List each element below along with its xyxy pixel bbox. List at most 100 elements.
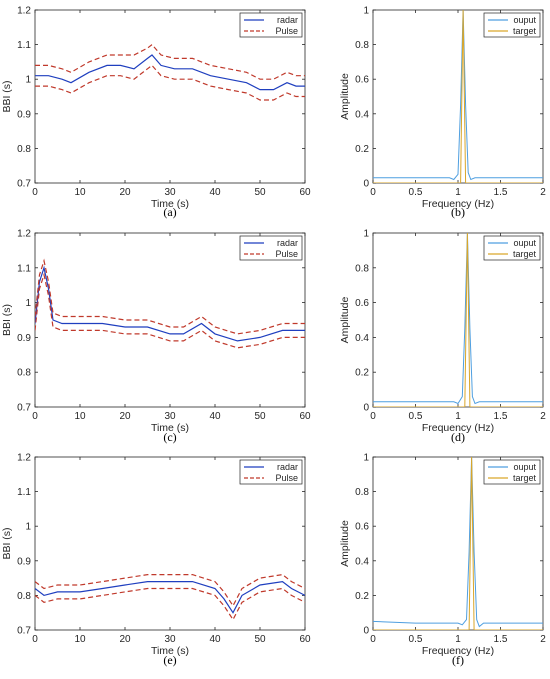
legend-box [239,235,303,261]
y-tick-label: 0.8 [355,263,369,274]
x-tick-label: 0 [370,411,376,422]
series-line-pulse-2 [35,272,305,349]
legend-label: ouput [513,238,536,248]
y-tick-label: 0.6 [355,298,369,309]
y-tick-label: 0.7 [17,626,31,637]
y-tick-label: 0.4 [355,109,369,120]
series-line-radar [35,265,305,342]
panel-caption: (b) [451,205,465,219]
x-tick-label: 0 [370,187,376,198]
y-tick-label: 0.9 [17,109,31,120]
y-tick-label: 0.2 [355,144,369,155]
y-tick-label: 0.8 [355,40,369,51]
plot-area [34,456,306,631]
x-tick-label: 50 [254,411,266,422]
x-tick-label: 10 [74,411,86,422]
x-tick-label: 1.5 [494,634,508,645]
x-tick-label: 20 [119,411,131,422]
x-tick-label: 10 [74,634,86,645]
x-tick-label: 0 [370,634,376,645]
legend-label: Pulse [275,473,298,483]
x-tick-label: 0.5 [409,634,423,645]
y-tick-label: 0.8 [17,368,31,379]
y-tick-label: 0.9 [17,556,31,567]
x-tick-label: 0 [32,634,38,645]
legend-label: target [513,249,537,259]
x-tick-label: 30 [164,187,176,198]
y-tick-label: 1.1 [17,263,31,274]
y-tick-label: 0 [363,626,369,637]
y-tick-label: 1 [25,75,31,86]
series-line-pulse-2 [35,587,305,621]
series-line-ouput [373,233,543,405]
x-tick-label: 60 [299,411,311,422]
y-tick-label: 1 [363,229,369,240]
series-line-pulse-2 [35,64,305,101]
y-tick-label: 0.8 [17,144,31,155]
chart-panel-0: 0 10 20 30 40 50 60 0.7 0.8 0.9 1 1.1 1.2 Time (s) BBI… [1,6,311,220]
y-tick-label: 0.4 [355,333,369,344]
x-tick-label: 10 [74,187,86,198]
x-tick-label: 20 [119,187,131,198]
legend-label: radar [277,15,298,25]
y-tick-label: 0.4 [355,556,369,567]
legend-box [483,12,541,38]
plot-area [34,232,306,408]
y-tick-label: 0 [363,179,369,190]
x-tick-label: 20 [119,634,131,645]
plot-area [34,9,306,184]
x-tick-label: 2 [540,187,546,198]
y-axis-label: BBI (s) [1,80,13,112]
y-tick-label: 0.9 [17,333,31,344]
x-tick-label: 1 [455,411,461,422]
legend-box [239,459,303,485]
legend-box [483,459,541,485]
y-tick-label: 0.2 [355,591,369,602]
x-tick-label: 2 [540,411,546,422]
y-tick-label: 0.8 [17,591,31,602]
legend-label: radar [277,462,298,472]
legend-label: ouput [513,462,536,472]
y-tick-label: 1 [25,522,31,533]
panel-caption: (a) [163,205,176,219]
y-tick-label: 1.2 [17,229,31,240]
y-axis-label: Amplitude [339,73,351,120]
y-axis-label: Amplitude [339,520,351,567]
x-axis-label: Frequency (Hz) [422,645,494,657]
y-tick-label: 0 [363,403,369,414]
y-axis-label: BBI (s) [1,527,13,559]
x-tick-label: 60 [299,634,311,645]
series-line-pulse-1 [35,573,305,607]
x-axis-label: Time (s) [151,198,189,210]
series-line-radar [35,54,305,91]
legend-label: radar [277,238,298,248]
panel-caption: (d) [451,430,465,444]
panel-caption: (c) [163,430,176,444]
y-tick-label: 0.7 [17,179,31,190]
panel-caption: (e) [163,653,176,667]
legend-label: target [513,473,537,483]
x-tick-label: 1 [455,634,461,645]
series-line-radar [35,580,305,614]
x-tick-label: 0 [32,411,38,422]
x-tick-label: 40 [209,187,221,198]
y-tick-label: 0.6 [355,522,369,533]
x-axis-label: Time (s) [151,422,189,434]
y-axis-label: BBI (s) [1,304,13,336]
series-line-pulse-1 [35,43,305,80]
legend-label: ouput [513,15,536,25]
y-tick-label: 1.1 [17,487,31,498]
legend-label: Pulse [275,249,298,259]
x-tick-label: 30 [164,634,176,645]
x-axis-label: Frequency (Hz) [422,198,494,210]
legend-box [239,12,303,38]
x-tick-label: 1.5 [494,411,508,422]
x-axis-label: Time (s) [151,645,189,657]
